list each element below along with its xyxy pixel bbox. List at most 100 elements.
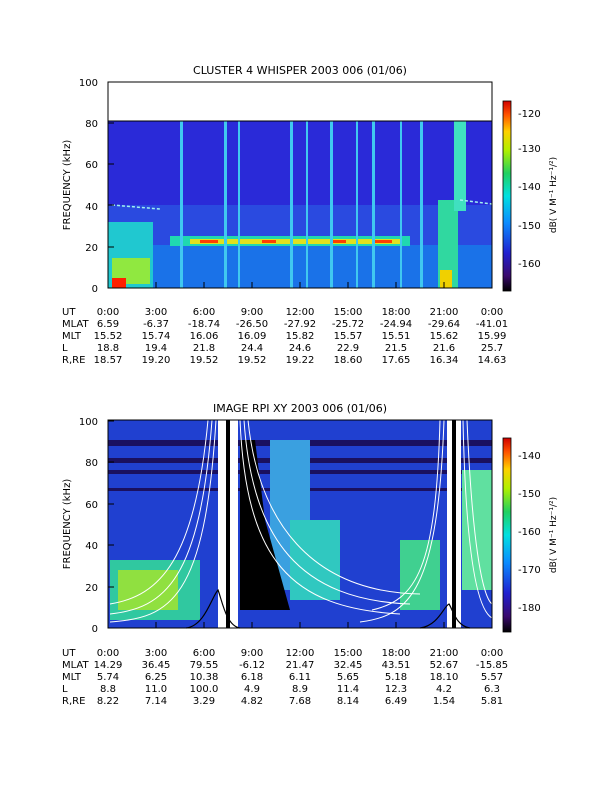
- ephemeris-cell: 21:00: [430, 648, 459, 659]
- ephemeris-cell: 5.74: [97, 672, 119, 683]
- ephemeris-cell: -15.85: [476, 660, 508, 671]
- y-tick-label: 40: [85, 202, 98, 213]
- rpi-ylabel: FREQUENCY (kHz): [62, 479, 73, 570]
- ephemeris-cell: 15:00: [334, 648, 363, 659]
- ephemeris-row-label: MLT: [62, 331, 82, 342]
- cluster-stripe: [224, 121, 227, 288]
- rpi-plasma-curve: [185, 588, 241, 629]
- ephemeris-cell: 12:00: [286, 648, 315, 659]
- rpi-spectrogram: [107, 419, 493, 629]
- cluster-stripe: [180, 121, 183, 288]
- ephemeris-cell: 16.06: [190, 331, 219, 342]
- rpi-yaxis: 0 20 40 60 80 100: [79, 417, 114, 635]
- cluster-stripe: [420, 121, 423, 288]
- rpi-resonance-curve: [466, 419, 493, 605]
- ephemeris-cell: -18.74: [188, 319, 220, 330]
- rpi-colorbar: -140 -150 -160 -170 -180 dB( V M⁻¹ Hz⁻¹/…: [502, 437, 559, 633]
- cluster-spectrogram: [107, 81, 493, 289]
- ephemeris-cell: 0:00: [97, 648, 119, 659]
- cluster-noise-line: [111, 204, 161, 210]
- cluster-late-top: [454, 121, 466, 211]
- cluster-emission-hot-4: [372, 240, 392, 243]
- ephemeris-cell: 18:00: [382, 307, 411, 318]
- ephemeris-cell: -6.12: [239, 660, 265, 671]
- ephemeris-cell: 9:00: [241, 648, 263, 659]
- ephemeris-cell: 8.22: [97, 696, 119, 707]
- ephemeris-cell: 12:00: [286, 307, 315, 318]
- ephemeris-row-label: MLAT: [62, 319, 89, 330]
- colorbar-tick-label: -180: [518, 603, 541, 614]
- ephemeris-cell: 43.51: [382, 660, 411, 671]
- y-tick-label: 20: [85, 243, 98, 254]
- ephemeris-cell: 11.4: [337, 684, 359, 695]
- colorbar-tick-label: -140: [518, 182, 541, 193]
- ephemeris-cell: 0:00: [97, 307, 119, 318]
- ephemeris-cell: 21.5: [385, 343, 407, 354]
- ephemeris-cell: 79.55: [190, 660, 219, 671]
- y-tick-label: 60: [85, 160, 98, 171]
- ephemeris-cell: 12.3: [385, 684, 407, 695]
- ephemeris-cell: 5.65: [337, 672, 359, 683]
- cluster-noise-line-late: [459, 199, 493, 205]
- ephemeris-cell: 6.3: [484, 684, 500, 695]
- cluster-bg-upper: [108, 82, 492, 121]
- ephemeris-cell: 32.45: [334, 660, 363, 671]
- rpi-ephemeris: UT MLAT MLT L R,RE 0:00 14.29 5.74 8.8 8…: [62, 648, 508, 707]
- ephemeris-row-label: UT: [62, 307, 76, 318]
- ephemeris-cell: 5.18: [385, 672, 407, 683]
- ephemeris-cell: 15.52: [94, 331, 123, 342]
- ephemeris-cell: -6.37: [143, 319, 169, 330]
- colorbar-gradient: [502, 437, 512, 633]
- ephemeris-cell: 7.14: [145, 696, 167, 707]
- ephemeris-cell: 6:00: [193, 648, 215, 659]
- ephemeris-cell: 24.6: [289, 343, 311, 354]
- rpi-plasma-curve: [419, 603, 471, 629]
- rpi-resonance-curve: [247, 419, 421, 595]
- rpi-resonance-curve: [371, 419, 441, 611]
- cluster-late-hot: [440, 270, 452, 288]
- ephemeris-cell: 8.14: [337, 696, 359, 707]
- ephemeris-cell: 8.8: [100, 684, 116, 695]
- ephemeris-cell: 21.8: [193, 343, 215, 354]
- ephemeris-cell: 3.29: [193, 696, 215, 707]
- y-tick-label: 20: [85, 583, 98, 594]
- ephemeris-cell: 19.20: [142, 355, 171, 366]
- ephemeris-row-label: MLAT: [62, 660, 89, 671]
- ephemeris-cell: 4.2: [436, 684, 452, 695]
- rpi-resonance-curve: [109, 419, 217, 623]
- y-tick-label: 0: [92, 624, 98, 635]
- ephemeris-cell: 9:00: [241, 307, 263, 318]
- colorbar-tick-label: -150: [518, 221, 541, 232]
- y-tick-label: 100: [79, 417, 98, 428]
- ephemeris-cell: 5.81: [481, 696, 503, 707]
- ephemeris-row-label: R,RE: [62, 696, 85, 707]
- colorbar-tick-label: -140: [518, 451, 541, 462]
- ephemeris-cell: 14.29: [94, 660, 123, 671]
- cluster-stripe: [238, 121, 240, 288]
- colorbar-label: dB( V M⁻¹ Hz⁻¹/²): [549, 497, 559, 573]
- ephemeris-cell: 0:00: [481, 307, 503, 318]
- ephemeris-row-label: L: [62, 343, 68, 354]
- cluster-early-hot: [112, 278, 126, 288]
- colorbar-tick-label: -160: [518, 259, 541, 270]
- ephemeris-cell: 25.7: [481, 343, 503, 354]
- ephemeris-cell: 18.57: [94, 355, 123, 366]
- ephemeris-cell: 16.09: [238, 331, 267, 342]
- ephemeris-cell: 100.0: [190, 684, 219, 695]
- ephemeris-cell: 6.59: [97, 319, 119, 330]
- cluster-late-region: [438, 200, 458, 288]
- ephemeris-cell: 6.18: [241, 672, 263, 683]
- ephemeris-row-label: L: [62, 684, 68, 695]
- colorbar-gradient: [502, 100, 512, 292]
- colorbar-tick-label: -150: [518, 489, 541, 500]
- rpi-patch: [290, 520, 340, 600]
- rpi-patch: [462, 470, 492, 590]
- rpi-xaxis: [107, 622, 493, 628]
- ephemeris-cell: -27.92: [284, 319, 316, 330]
- ephemeris-cell: 3:00: [145, 648, 167, 659]
- y-tick-label: 80: [85, 119, 98, 130]
- rpi-panel: IMAGE RPI XY 2003 006 (01/06): [62, 402, 559, 707]
- ephemeris-cell: 4.9: [244, 684, 260, 695]
- ephemeris-cell: 18.8: [97, 343, 119, 354]
